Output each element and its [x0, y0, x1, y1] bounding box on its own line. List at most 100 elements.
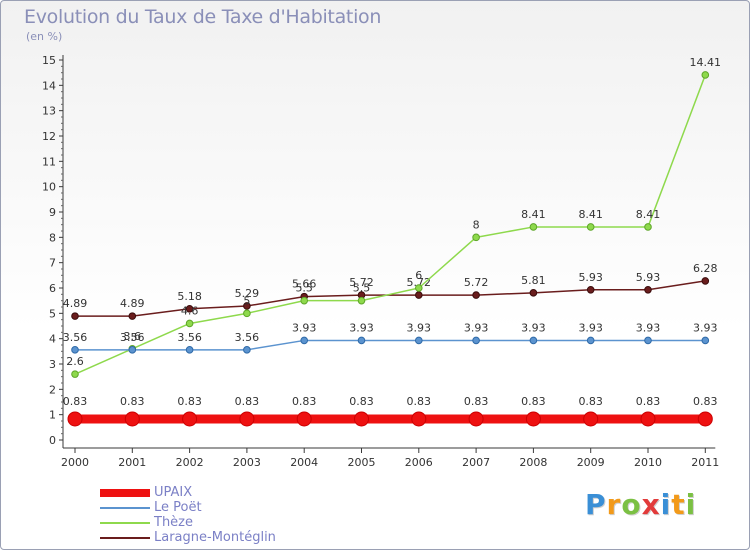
data-point — [472, 336, 480, 345]
data-label: 0.83 — [693, 395, 718, 408]
data-label: 3.56 — [63, 331, 88, 344]
x-tick-label: 2000 — [61, 456, 89, 469]
data-label: 0.83 — [177, 395, 202, 408]
y-tick-label: 3 — [49, 358, 56, 371]
data-label: 0.83 — [349, 395, 374, 408]
data-label: 8.41 — [636, 208, 661, 221]
logo-letter: t — [671, 488, 686, 521]
data-label: 4.6 — [181, 304, 199, 317]
data-label: 3.93 — [636, 321, 661, 334]
data-label: 3.93 — [292, 321, 317, 334]
data-label: 3.93 — [407, 321, 432, 334]
data-point — [243, 309, 251, 318]
x-tick-label: 2011 — [691, 456, 719, 469]
data-point — [357, 296, 366, 305]
data-point — [71, 346, 79, 354]
y-tick-label: 9 — [49, 206, 56, 219]
data-label: 0.83 — [407, 395, 432, 408]
data-label: 3.56 — [235, 331, 260, 344]
y-tick-label: 6 — [49, 282, 56, 295]
y-tick-label: 13 — [42, 105, 56, 118]
data-point — [697, 411, 713, 427]
data-point — [128, 312, 137, 320]
x-tick-label: 2008 — [519, 456, 547, 469]
data-point — [525, 411, 541, 427]
data-label: 5.93 — [636, 271, 661, 284]
data-point — [586, 223, 595, 231]
data-label: 6 — [415, 269, 422, 282]
data-label: 5 — [243, 294, 250, 307]
data-label: 5.72 — [407, 276, 432, 289]
x-tick-label: 2001 — [118, 456, 146, 469]
data-label: 3.93 — [521, 321, 546, 334]
data-label: 0.83 — [63, 395, 88, 408]
data-label: 0.83 — [521, 395, 546, 408]
legend-swatch-theze — [100, 521, 150, 524]
legend: UPAIX Le Poët Thèze Laragne-Montéglin — [100, 485, 276, 545]
data-point — [354, 411, 369, 427]
data-label: 3.56 — [120, 331, 145, 344]
data-label: 3.93 — [464, 321, 489, 334]
data-point — [185, 304, 194, 313]
data-point — [472, 291, 480, 299]
data-point — [185, 319, 194, 328]
data-label: 0.83 — [636, 395, 661, 408]
proxiti-logo: Proxiti — [585, 488, 696, 521]
data-label: 3.93 — [349, 321, 374, 334]
data-point — [701, 71, 710, 79]
series-line — [75, 280, 706, 317]
y-tick-label: 8 — [49, 231, 56, 244]
data-label: 8 — [473, 218, 480, 231]
data-point — [586, 285, 595, 294]
data-point — [529, 223, 538, 231]
data-label: 5.72 — [349, 276, 374, 289]
logo-letter: i — [660, 488, 672, 521]
data-label: 14.41 — [690, 56, 722, 69]
y-tick-label: 15 — [42, 54, 56, 67]
y-tick-label: 5 — [49, 307, 56, 320]
data-point — [239, 411, 255, 427]
data-point — [300, 296, 309, 305]
y-tick-label: 7 — [49, 257, 56, 270]
logo-letter: r — [606, 488, 622, 521]
data-point — [529, 336, 538, 345]
data-label: 0.83 — [578, 395, 603, 408]
y-tick-label: 14 — [42, 79, 56, 92]
data-label: 3.93 — [693, 321, 718, 334]
legend-label-theze: Thèze — [154, 515, 193, 530]
y-tick-label: 11 — [42, 155, 56, 168]
chart-title: Evolution du Taux de Taxe d'Habitation — [24, 6, 382, 28]
data-point — [583, 411, 599, 427]
data-point — [67, 411, 83, 427]
logo-letter: o — [621, 488, 642, 521]
data-label: 3.56 — [177, 331, 202, 344]
data-point — [701, 277, 710, 285]
legend-item-theze: Thèze — [100, 515, 276, 530]
y-tick-label: 4 — [49, 333, 56, 346]
y-tick-label: 12 — [42, 130, 56, 143]
data-point — [124, 411, 140, 427]
data-point — [468, 411, 484, 427]
x-tick-label: 2002 — [176, 456, 204, 469]
data-point — [128, 346, 137, 354]
data-label: 5.5 — [295, 282, 313, 295]
data-point — [644, 285, 652, 294]
data-label: 5.5 — [353, 282, 371, 295]
data-label: 3.93 — [578, 321, 603, 334]
data-point — [182, 411, 198, 427]
data-point — [71, 370, 79, 378]
data-point — [644, 223, 652, 231]
x-tick-label: 2009 — [577, 456, 605, 469]
legend-swatch-laragne-monteglin — [100, 536, 150, 539]
data-point — [243, 302, 251, 310]
chart-subtitle: (en %) — [26, 30, 63, 43]
x-tick-label: 2006 — [405, 456, 433, 469]
data-point — [415, 291, 423, 299]
legend-item-upaix: UPAIX — [100, 485, 276, 500]
data-label: 0.83 — [235, 395, 260, 408]
x-tick-label: 2007 — [462, 456, 490, 469]
y-tick-label: 2 — [49, 383, 56, 396]
data-label: 4.89 — [120, 297, 145, 310]
data-label: 4.89 — [63, 297, 88, 310]
